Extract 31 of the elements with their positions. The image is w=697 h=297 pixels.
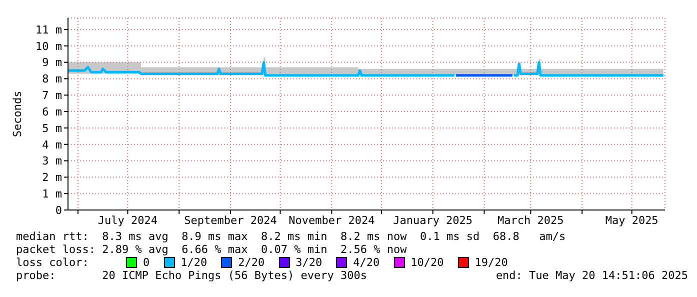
y-tick-label: 6 m (42, 105, 62, 118)
x-tick-label: November 2024 (288, 214, 376, 227)
legend-label: 4/20 (353, 256, 380, 269)
legend-title: loss color: (16, 256, 90, 269)
legend-label: 10/20 (410, 256, 444, 269)
y-tick-label: 10 m (36, 40, 62, 53)
y-tick-label: 7 m (42, 89, 62, 102)
text: probe: 20 ICMP Echo Pings (56 Bytes) every 300s (16, 269, 367, 282)
x-tick-label: January 2025 (393, 214, 473, 227)
y-tick-label: 3 m (42, 154, 62, 168)
y-tick-label: 1 m (42, 187, 62, 200)
text: end: Tue May 20 14:51:06 2025 (496, 269, 688, 282)
y-tick-label: 4 m (42, 138, 62, 152)
y-tick-label: 11 m (36, 23, 62, 36)
text: packet loss: 2.89 % avg 6.66 % max 0.07 % min 2.56 % now (16, 243, 408, 256)
y-tick-label: 8 m (42, 72, 62, 86)
legend-label: 1/20 (180, 256, 208, 269)
y-tick-label: 5 m (42, 122, 62, 135)
y-tick-label: 2 m (42, 171, 62, 184)
legend-label: 0 (143, 256, 150, 269)
legend-label: 2/20 (238, 256, 265, 269)
legend-label: 3/20 (296, 256, 322, 269)
x-tick-label: July 2024 (98, 214, 158, 227)
y-tick-label: 9 m (42, 56, 62, 70)
text: median rtt: 8.3 ms avg 8.9 ms max 8.2 ms min 8.2 ms now 0.1 ms sd 68.8 am/s (16, 230, 567, 243)
legend-label: 19/20 (474, 256, 508, 269)
y-axis-title: Seconds (10, 90, 24, 138)
x-tick-label: March 2025 (498, 214, 564, 227)
x-tick-label: May 2025 (605, 214, 658, 227)
x-tick-label: September 2024 (184, 214, 278, 227)
y-tick-label: 0 (55, 204, 62, 217)
